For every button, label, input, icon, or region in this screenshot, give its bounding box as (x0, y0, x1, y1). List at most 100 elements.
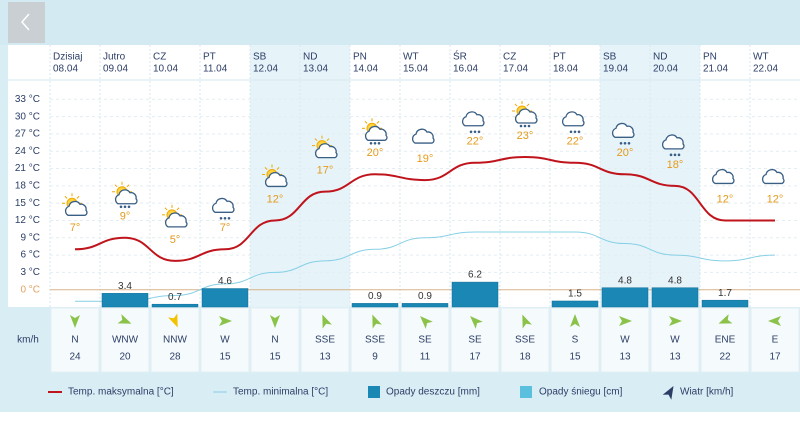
day-date: 18.04 (553, 64, 578, 75)
bar-label: 4.8 (668, 275, 682, 286)
rain-drop (669, 153, 673, 157)
legend-wind (662, 385, 674, 400)
wind-speed: 15 (219, 352, 231, 363)
legend-label: Temp. minimalna [°C] (233, 387, 328, 398)
day-name: WT (403, 52, 419, 63)
wind-cell (550, 307, 600, 373)
wind-direction: SE (468, 335, 482, 346)
wind-speed: 17 (469, 352, 481, 363)
y-tick-label: 18 °C (15, 180, 40, 191)
bar-label: 1.5 (568, 289, 582, 300)
cloud-icon (711, 168, 735, 185)
cloud-icon (211, 197, 235, 213)
weather-icon (211, 197, 235, 220)
day-date: 13.04 (303, 64, 328, 75)
back-button[interactable] (8, 2, 45, 43)
wind-speed: 28 (169, 352, 181, 363)
cloud-icon (761, 168, 785, 185)
y-tick-label: 33 °C (15, 94, 40, 105)
precipitation-bar (101, 293, 149, 308)
sun-ray (264, 167, 268, 170)
back-icon (21, 13, 30, 31)
wind-direction: N (271, 335, 278, 346)
max-temp-label: 20° (617, 147, 634, 159)
wind-arrow (270, 315, 280, 328)
rain-drop (373, 142, 377, 145)
weather-icon (411, 128, 435, 144)
rain-drop (469, 130, 473, 134)
max-temp-label: 18° (667, 159, 684, 171)
cloud-icon (611, 122, 635, 138)
wind-cell (500, 307, 550, 373)
rain-drop (573, 130, 577, 134)
wind-speed: 20 (119, 352, 131, 363)
wind-speed: 13 (619, 352, 631, 363)
rain-drop (123, 205, 127, 209)
cloud-icon (411, 128, 435, 144)
rain-drop (477, 130, 481, 134)
top-bar (0, 0, 800, 45)
wind-speed: 24 (69, 352, 81, 363)
day-name: PN (703, 52, 717, 63)
day-date: 22.04 (753, 64, 778, 75)
sun-ray (176, 207, 180, 211)
legend-label: Wiatr [km/h] (680, 387, 734, 398)
background-layer (8, 45, 800, 307)
precipitation-bar (551, 300, 599, 308)
wind-direction: SSE (315, 335, 335, 346)
wind-direction: WNW (112, 335, 139, 346)
weather-icon (362, 118, 388, 145)
day-name: CZ (503, 52, 516, 63)
wind-arrow (372, 314, 382, 329)
wind-direction: SSE (515, 335, 535, 346)
legend-label: Opady deszczu [mm] (386, 387, 480, 398)
day-name: ŚR (453, 50, 467, 63)
cloud-icon (64, 200, 88, 216)
rain-drop (569, 130, 573, 134)
wind-arrow (168, 313, 178, 328)
precipitation-bar (601, 287, 649, 308)
precipitation-bar (451, 281, 499, 308)
day-date: 15.04 (403, 64, 428, 75)
max-temp-label: 7° (70, 222, 81, 234)
cloud-icon (314, 143, 338, 159)
rain-drop (523, 124, 527, 128)
sun-ray (164, 207, 168, 211)
sun-ray (364, 120, 368, 124)
max-temp-label: 12° (267, 193, 284, 205)
weather-icon (512, 101, 538, 128)
rain-drop (673, 153, 677, 157)
wind-direction: W (220, 335, 230, 346)
bar-label: 1.7 (718, 288, 732, 299)
sun-ray (526, 103, 530, 107)
wind-speed: 18 (519, 352, 531, 363)
wind-direction: SE (418, 335, 432, 346)
weather-icon (312, 135, 338, 159)
precipitation-bar (401, 303, 449, 308)
day-date: 11.04 (203, 64, 228, 75)
max-temp-label: 12° (717, 193, 734, 205)
legend-rain (368, 386, 380, 398)
y-tick-label: 0 °C (20, 284, 40, 295)
rain-drop (377, 142, 381, 145)
wind-speed: 13 (669, 352, 681, 363)
wind-direction: N (71, 335, 78, 346)
rain-drop (227, 217, 231, 220)
wind-speed: 22 (719, 352, 731, 363)
bar-label: 4.8 (618, 275, 632, 286)
cloud-icon (561, 111, 585, 127)
precipitation-bar (651, 287, 699, 308)
wind-arrow (117, 314, 132, 324)
sun-ray (376, 120, 380, 124)
cloud-icon (461, 111, 485, 127)
wind-arrow (718, 314, 733, 324)
max-temp-label: 5° (170, 234, 181, 246)
cloud-icon (164, 212, 188, 228)
y-tick-label: 6 °C (20, 250, 40, 261)
day-date: 16.04 (453, 64, 478, 75)
wind-speed: 13 (319, 352, 331, 363)
max-temp-label: 19° (417, 153, 434, 165)
wind-arrow (470, 316, 483, 329)
y-tick-label: 30 °C (15, 111, 40, 122)
wind-direction: NNW (163, 335, 187, 346)
